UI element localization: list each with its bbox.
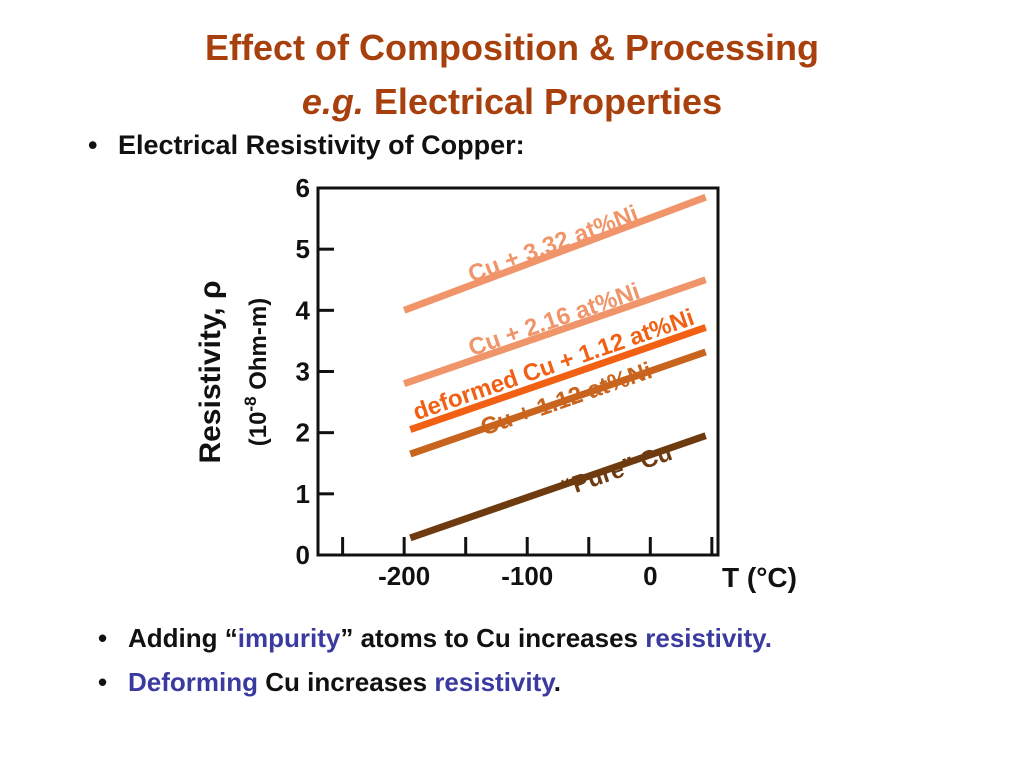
bullet-text: ” atoms to Cu increases bbox=[340, 623, 646, 653]
x-axis-label: T (°C) bbox=[722, 562, 797, 593]
series-line bbox=[409, 348, 707, 458]
series-line bbox=[403, 276, 707, 388]
bullet-list: • Adding “impurity” atoms to Cu increases… bbox=[98, 616, 772, 704]
bullet-dot: • bbox=[98, 667, 108, 697]
x-tick-label: -100 bbox=[501, 561, 553, 591]
y-axis-units: (10-8 Ohm-m) bbox=[241, 298, 272, 446]
y-tick-label: 5 bbox=[296, 234, 310, 264]
x-tick-label: -200 bbox=[378, 561, 430, 591]
series-line bbox=[402, 193, 707, 314]
y-tick-label: 4 bbox=[296, 295, 311, 325]
title-rest: Electrical Properties bbox=[363, 81, 723, 122]
x-tick-label: 0 bbox=[643, 561, 657, 591]
bullet-dot: • bbox=[88, 130, 98, 160]
top-bullet: • Electrical Resistivity of Copper: bbox=[88, 130, 525, 161]
slide-title-line-1: Effect of Composition & Processing bbox=[204, 27, 820, 68]
bullet-item: • Adding “impurity” atoms to Cu increases… bbox=[98, 616, 772, 660]
series-label: Cu + 3.32 at%Ni bbox=[464, 200, 641, 288]
highlight-text: resistivity. bbox=[645, 623, 772, 653]
bullet-dot: • bbox=[98, 623, 108, 653]
bullet-text: Adding “ bbox=[128, 623, 238, 653]
top-bullet-text: Electrical Resistivity of Copper: bbox=[118, 130, 525, 160]
y-tick-label: 6 bbox=[296, 173, 310, 203]
bullet-item: • Deforming Cu increases resistivity. bbox=[98, 660, 772, 704]
y-tick-label: 3 bbox=[296, 357, 310, 387]
bullet-text: Cu increases bbox=[258, 667, 435, 697]
y-axis-label: Resistivity, ρ bbox=[194, 280, 227, 463]
slide-title-line-2: e.g. Electrical Properties bbox=[0, 80, 1024, 124]
highlight-text: resistivity bbox=[434, 667, 554, 697]
series-label: “Pure” Cu bbox=[557, 439, 675, 502]
series-line bbox=[409, 324, 707, 433]
title-eg: e.g. bbox=[301, 81, 364, 122]
y-tick-label: 2 bbox=[296, 418, 310, 448]
y-tick-label: 1 bbox=[296, 479, 310, 509]
y-tick-label: 0 bbox=[296, 540, 310, 570]
highlight-text: impurity bbox=[237, 623, 341, 653]
bullet-text: . bbox=[553, 667, 562, 697]
highlight-text: Deforming bbox=[128, 667, 258, 697]
series-line bbox=[409, 432, 707, 542]
